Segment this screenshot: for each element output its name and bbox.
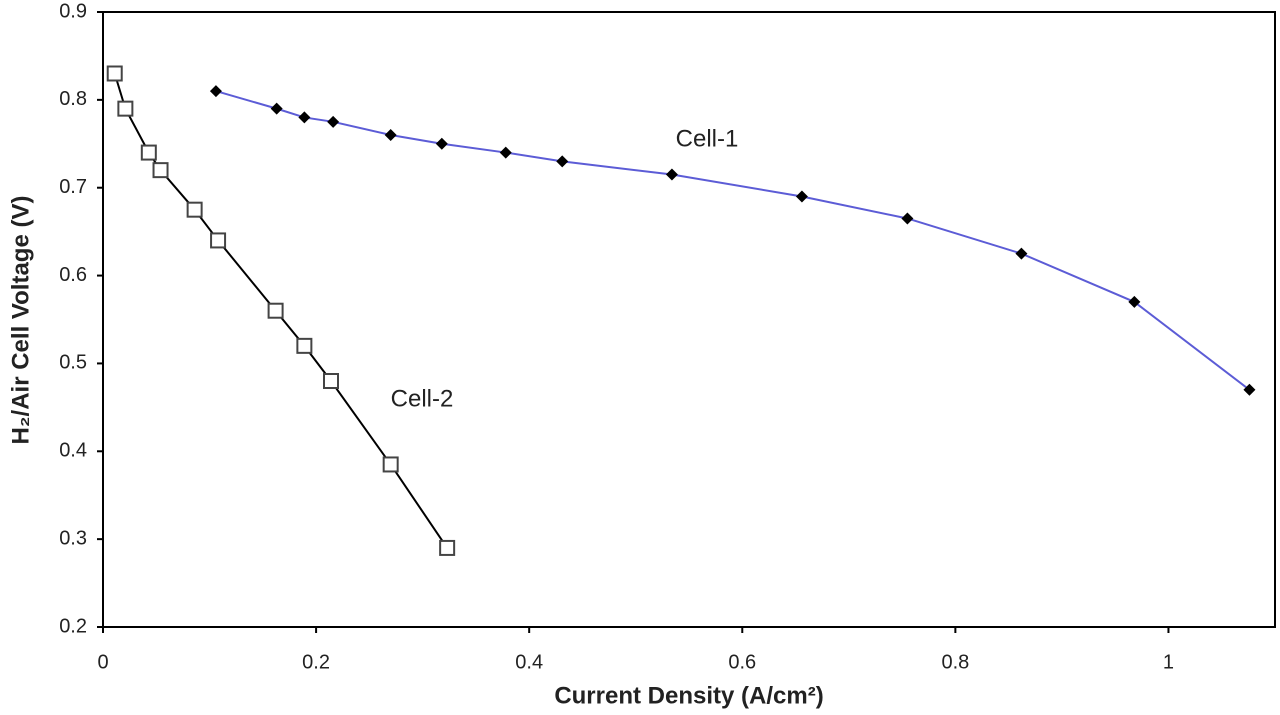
x-tick-label: 1 — [1163, 651, 1174, 673]
marker — [382, 456, 399, 473]
marker — [298, 111, 311, 124]
marker — [556, 155, 569, 168]
marker — [140, 144, 157, 161]
y-axis-label: H₂/Air Cell Voltage (V) — [7, 196, 34, 445]
marker — [106, 65, 123, 82]
marker — [1015, 247, 1028, 260]
marker — [1128, 295, 1141, 308]
y-tick-label: 0.7 — [59, 176, 87, 198]
x-tick-label: 0 — [97, 651, 108, 673]
marker — [795, 190, 808, 203]
y-tick-label: 0.8 — [59, 88, 87, 110]
y-tick-label: 0.9 — [59, 0, 87, 22]
marker — [323, 373, 340, 389]
x-tick-label: 0.8 — [941, 651, 969, 673]
marker — [267, 302, 284, 319]
marker — [901, 212, 914, 225]
marker — [270, 102, 283, 115]
marker — [384, 129, 397, 141]
marker — [209, 85, 222, 98]
marker — [1243, 383, 1256, 396]
x-tick-label: 0.2 — [302, 651, 330, 673]
series-label: Cell-2 — [391, 385, 454, 412]
y-tick-label: 0.6 — [59, 264, 87, 286]
x-tick-label: 0.4 — [515, 651, 543, 673]
y-tick-label: 0.4 — [59, 440, 87, 462]
plot-frame — [102, 11, 1276, 628]
marker — [117, 100, 134, 117]
marker — [327, 115, 340, 128]
marker — [186, 201, 203, 218]
marker — [665, 168, 678, 181]
marker — [499, 146, 512, 159]
marker — [296, 337, 313, 354]
marker — [152, 162, 169, 179]
y-tick-label: 0.3 — [59, 527, 87, 549]
x-tick-label: 0.6 — [728, 651, 756, 673]
marker — [435, 137, 448, 150]
marker — [439, 539, 456, 556]
series-label: Cell-1 — [676, 125, 739, 152]
x-axis-label: Current Density (A/cm²) — [554, 682, 823, 709]
marker — [210, 232, 227, 249]
y-tick-label: 0.2 — [59, 615, 87, 637]
y-tick-label: 0.5 — [59, 352, 87, 374]
